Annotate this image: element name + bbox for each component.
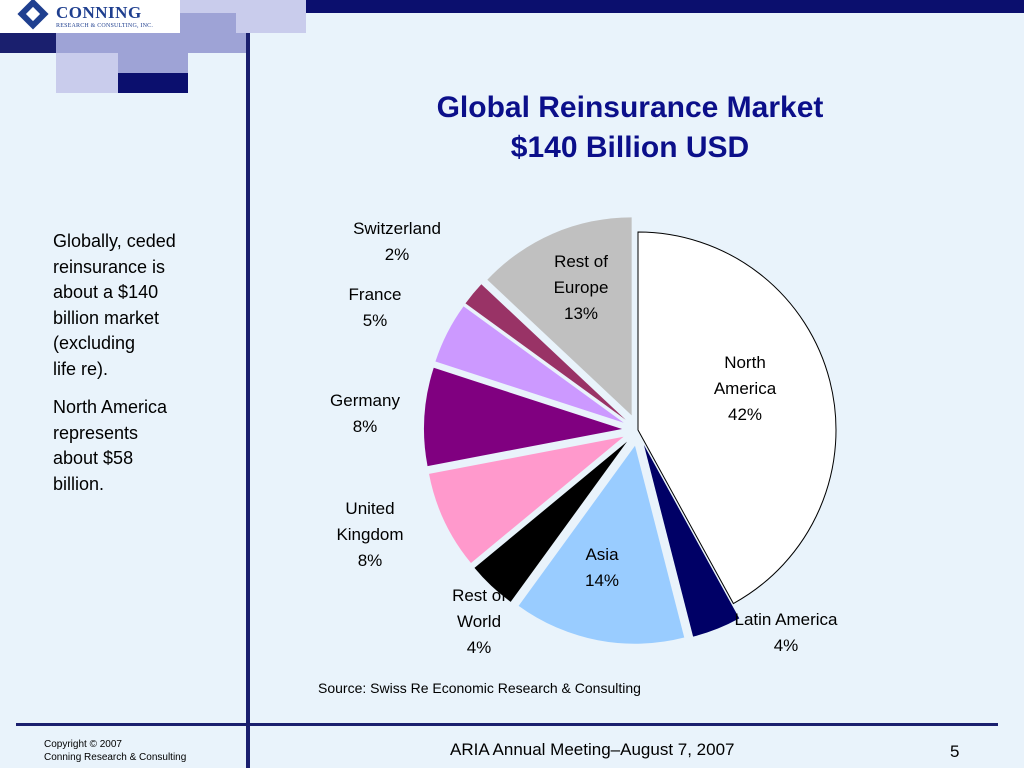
pie-slice-asia (518, 445, 685, 644)
logo-name: CONNING (56, 3, 142, 22)
pie-slice-germany (424, 367, 623, 467)
pie-label-switzerland: Switzerland 2% (353, 219, 441, 264)
pie-label-rest-of-europe: Rest of Europe 13% (554, 252, 609, 323)
pie-label-germany: Germany 8% (330, 391, 400, 436)
pie-slice-france (435, 306, 624, 423)
pie-label-rest-of-world: Rest of World 4% (452, 586, 506, 657)
pie-slice-rest-of-world (474, 441, 628, 602)
pie-slice-north-america (637, 231, 837, 605)
pie-slice-united-kingdom (429, 436, 624, 564)
copyright-line-2: Conning Research & Consulting (44, 752, 187, 763)
pie-slice-latin-america (643, 444, 740, 637)
source-note: Source: Swiss Re Economic Research & Con… (318, 680, 641, 696)
logo: CONNING RESEARCH & CONSULTING, INC. (0, 0, 180, 33)
footer-divider (16, 723, 998, 726)
sidebar-paragraph-1: Globally, ceded reinsurance is about a $… (53, 231, 176, 379)
pie-label-united-kingdom: United Kingdom 8% (336, 499, 403, 570)
title-line-1: Global Reinsurance Market (436, 91, 824, 124)
page-number: 5 (950, 742, 960, 761)
pie-slice-rest-of-europe (487, 217, 632, 416)
pie-label-asia: Asia 14% (585, 545, 619, 590)
logo-subtitle: RESEARCH & CONSULTING, INC. (56, 23, 154, 29)
copyright: Copyright © 2007 Conning Research & Cons… (44, 738, 186, 764)
pie-slice-switzerland (465, 284, 626, 420)
pie-label-north-america: North America 42% (714, 353, 777, 424)
meeting-footer: ARIA Annual Meeting–August 7, 2007 (450, 740, 735, 759)
vertical-divider (246, 33, 250, 768)
header-bar (0, 0, 1024, 93)
pie-label-france: France 5% (349, 285, 402, 330)
copyright-line-1: Copyright © 2007 (44, 739, 122, 750)
pie-label-latin-america: Latin America 4% (735, 610, 839, 655)
slide-title: Global Reinsurance Market $140 Billion U… (360, 88, 900, 168)
sidebar-paragraph-2: North America represents about $58 billi… (53, 397, 168, 494)
title-line-2: $140 Billion USD (510, 131, 750, 164)
